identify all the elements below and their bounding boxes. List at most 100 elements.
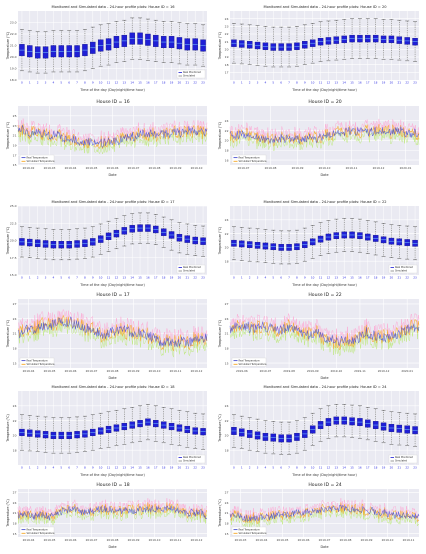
x-tick-label: 2 [249,81,251,85]
series-simulated-band-lower [229,506,420,529]
series-simulated-band-upper [17,498,208,517]
x-tick-label: 14 [130,276,134,280]
y-tick-label: 22 [13,419,17,423]
x-tick-label: 5 [272,466,274,470]
x-tick-label: 2019-07 [238,166,250,170]
x-tick-label: 6 [280,466,282,470]
chart-title: House ID = 24 [308,482,341,488]
x-tick-label: 2019-10 [330,369,342,373]
x-tick-label: 22 [405,466,409,470]
y-axis-label: Temperature (°C) [218,414,222,443]
y-tick-label: 21 [225,511,229,515]
y-tick-label: 21 [225,332,229,336]
x-tick-label: 8 [84,276,86,280]
x-tick-label: 2019-06 [298,538,310,542]
x-tick-label: 2019-11 [170,538,182,542]
x-tick-label: 16 [146,81,150,85]
series-real-temperature [17,125,208,148]
x-tick-label: 12 [327,276,331,280]
y-axis-label: Temperature (°C) [218,32,222,61]
x-tick-label: 9 [304,276,306,280]
x-tick-label: 2019-08 [107,369,119,373]
y-axis-label: Temperature (°C) [218,499,222,528]
y-tick-label: 20.0 [10,55,17,59]
x-tick-label: 2019-11 [403,538,415,542]
x-tick-label: 2019-07 [86,538,98,542]
x-tick-label: 10 [311,276,315,280]
x-tick-label: 20 [390,276,394,280]
y-tick-label: 20 [225,139,229,143]
x-tick-label: 15 [350,466,354,470]
x-tick-label: 3 [257,466,259,470]
y-tick-label: 19 [13,144,17,148]
y-tick-label: 22.5 [10,221,17,225]
x-axis-label: Time of the day (Day/night/time hour) [291,473,357,477]
y-tick-label: 27 [13,491,17,495]
x-tick-label: 2019-08 [340,538,352,542]
y-tick-label: 22 [225,32,229,36]
x-tick-label: 2020-01 [400,166,412,170]
legend-box [388,264,418,274]
x-tick-label: 17 [366,276,370,280]
x-tick-label: 2019-08 [265,166,277,170]
x-tick-label: 10 [311,81,315,85]
x-tick-label: 18 [162,276,166,280]
legend-label: Simulated Temperature [239,160,268,163]
x-tick-label: 12 [115,466,119,470]
y-axis-label: Temperature (°C) [6,320,10,349]
x-tick-label: 13 [123,81,127,85]
chart-panel-9: Monitored and Simulated data - 24-hour p… [218,385,419,477]
x-tick-label: 2019-03 [44,166,56,170]
x-tick-label: 5 [60,466,62,470]
x-tick-label: 16 [146,466,150,470]
x-tick-label: 16 [358,466,362,470]
x-axis-label: Date [108,173,116,177]
x-tick-label: 16 [358,81,362,85]
x-tick-label: 2019-08 [107,538,119,542]
x-tick-label: 18 [162,81,166,85]
legend-box [231,357,267,367]
chart-panel-4: Monitored and Simulated data - 24-hour p… [6,200,207,287]
x-tick-label: 15 [138,466,142,470]
y-tick-label: 19 [225,55,229,59]
x-tick-label: 2019-05 [44,538,56,542]
x-tick-label: 4 [53,276,55,280]
chart-title: House ID = 22 [308,292,341,298]
x-tick-label: 14 [342,276,346,280]
x-tick-label: 21 [186,81,190,85]
x-tick-label: 1 [241,81,243,85]
x-tick-label: 16 [358,276,362,280]
x-tick-label: 22 [405,81,409,85]
chart-title: House ID = 18 [96,482,129,488]
x-tick-label: 0 [21,81,23,85]
x-tick-label: 2 [249,276,251,280]
x-tick-label: 21 [186,276,190,280]
x-tick-label: 7 [288,466,290,470]
x-tick-label: 2019-12 [191,369,203,373]
x-tick-label: 10 [99,81,103,85]
legend-label: Real Temperature [239,156,261,159]
x-tick-label: 21 [186,466,190,470]
x-tick-label: 2019-11 [354,369,366,373]
plot-area [230,11,419,80]
series-simulated-band-upper [17,308,208,346]
x-tick-label: 13 [335,276,339,280]
legend-label: Real Monitored [395,456,413,459]
x-tick-label: 19 [170,81,174,85]
x-tick-label: 1 [29,466,31,470]
x-tick-label: 9 [92,276,94,280]
plot-area [18,391,207,465]
x-tick-label: 22 [193,466,197,470]
y-axis-label: Temperature (°C) [6,414,10,443]
x-tick-label: 6 [68,276,70,280]
y-tick-label: 24 [13,501,17,505]
x-tick-label: 6 [280,81,282,85]
series-simulated-temperature [229,318,420,351]
x-tick-label: 2019-02 [23,166,35,170]
x-tick-label: 11 [319,81,323,85]
x-tick-label: 2019-04 [256,538,268,542]
chart-panel-6: House ID = 17 15 18 21 24 27 Temperature (°C) D… [6,292,208,380]
x-tick-label: 3 [257,81,259,85]
y-tick-label: 18 [225,521,229,525]
x-tick-label: 8 [296,276,298,280]
